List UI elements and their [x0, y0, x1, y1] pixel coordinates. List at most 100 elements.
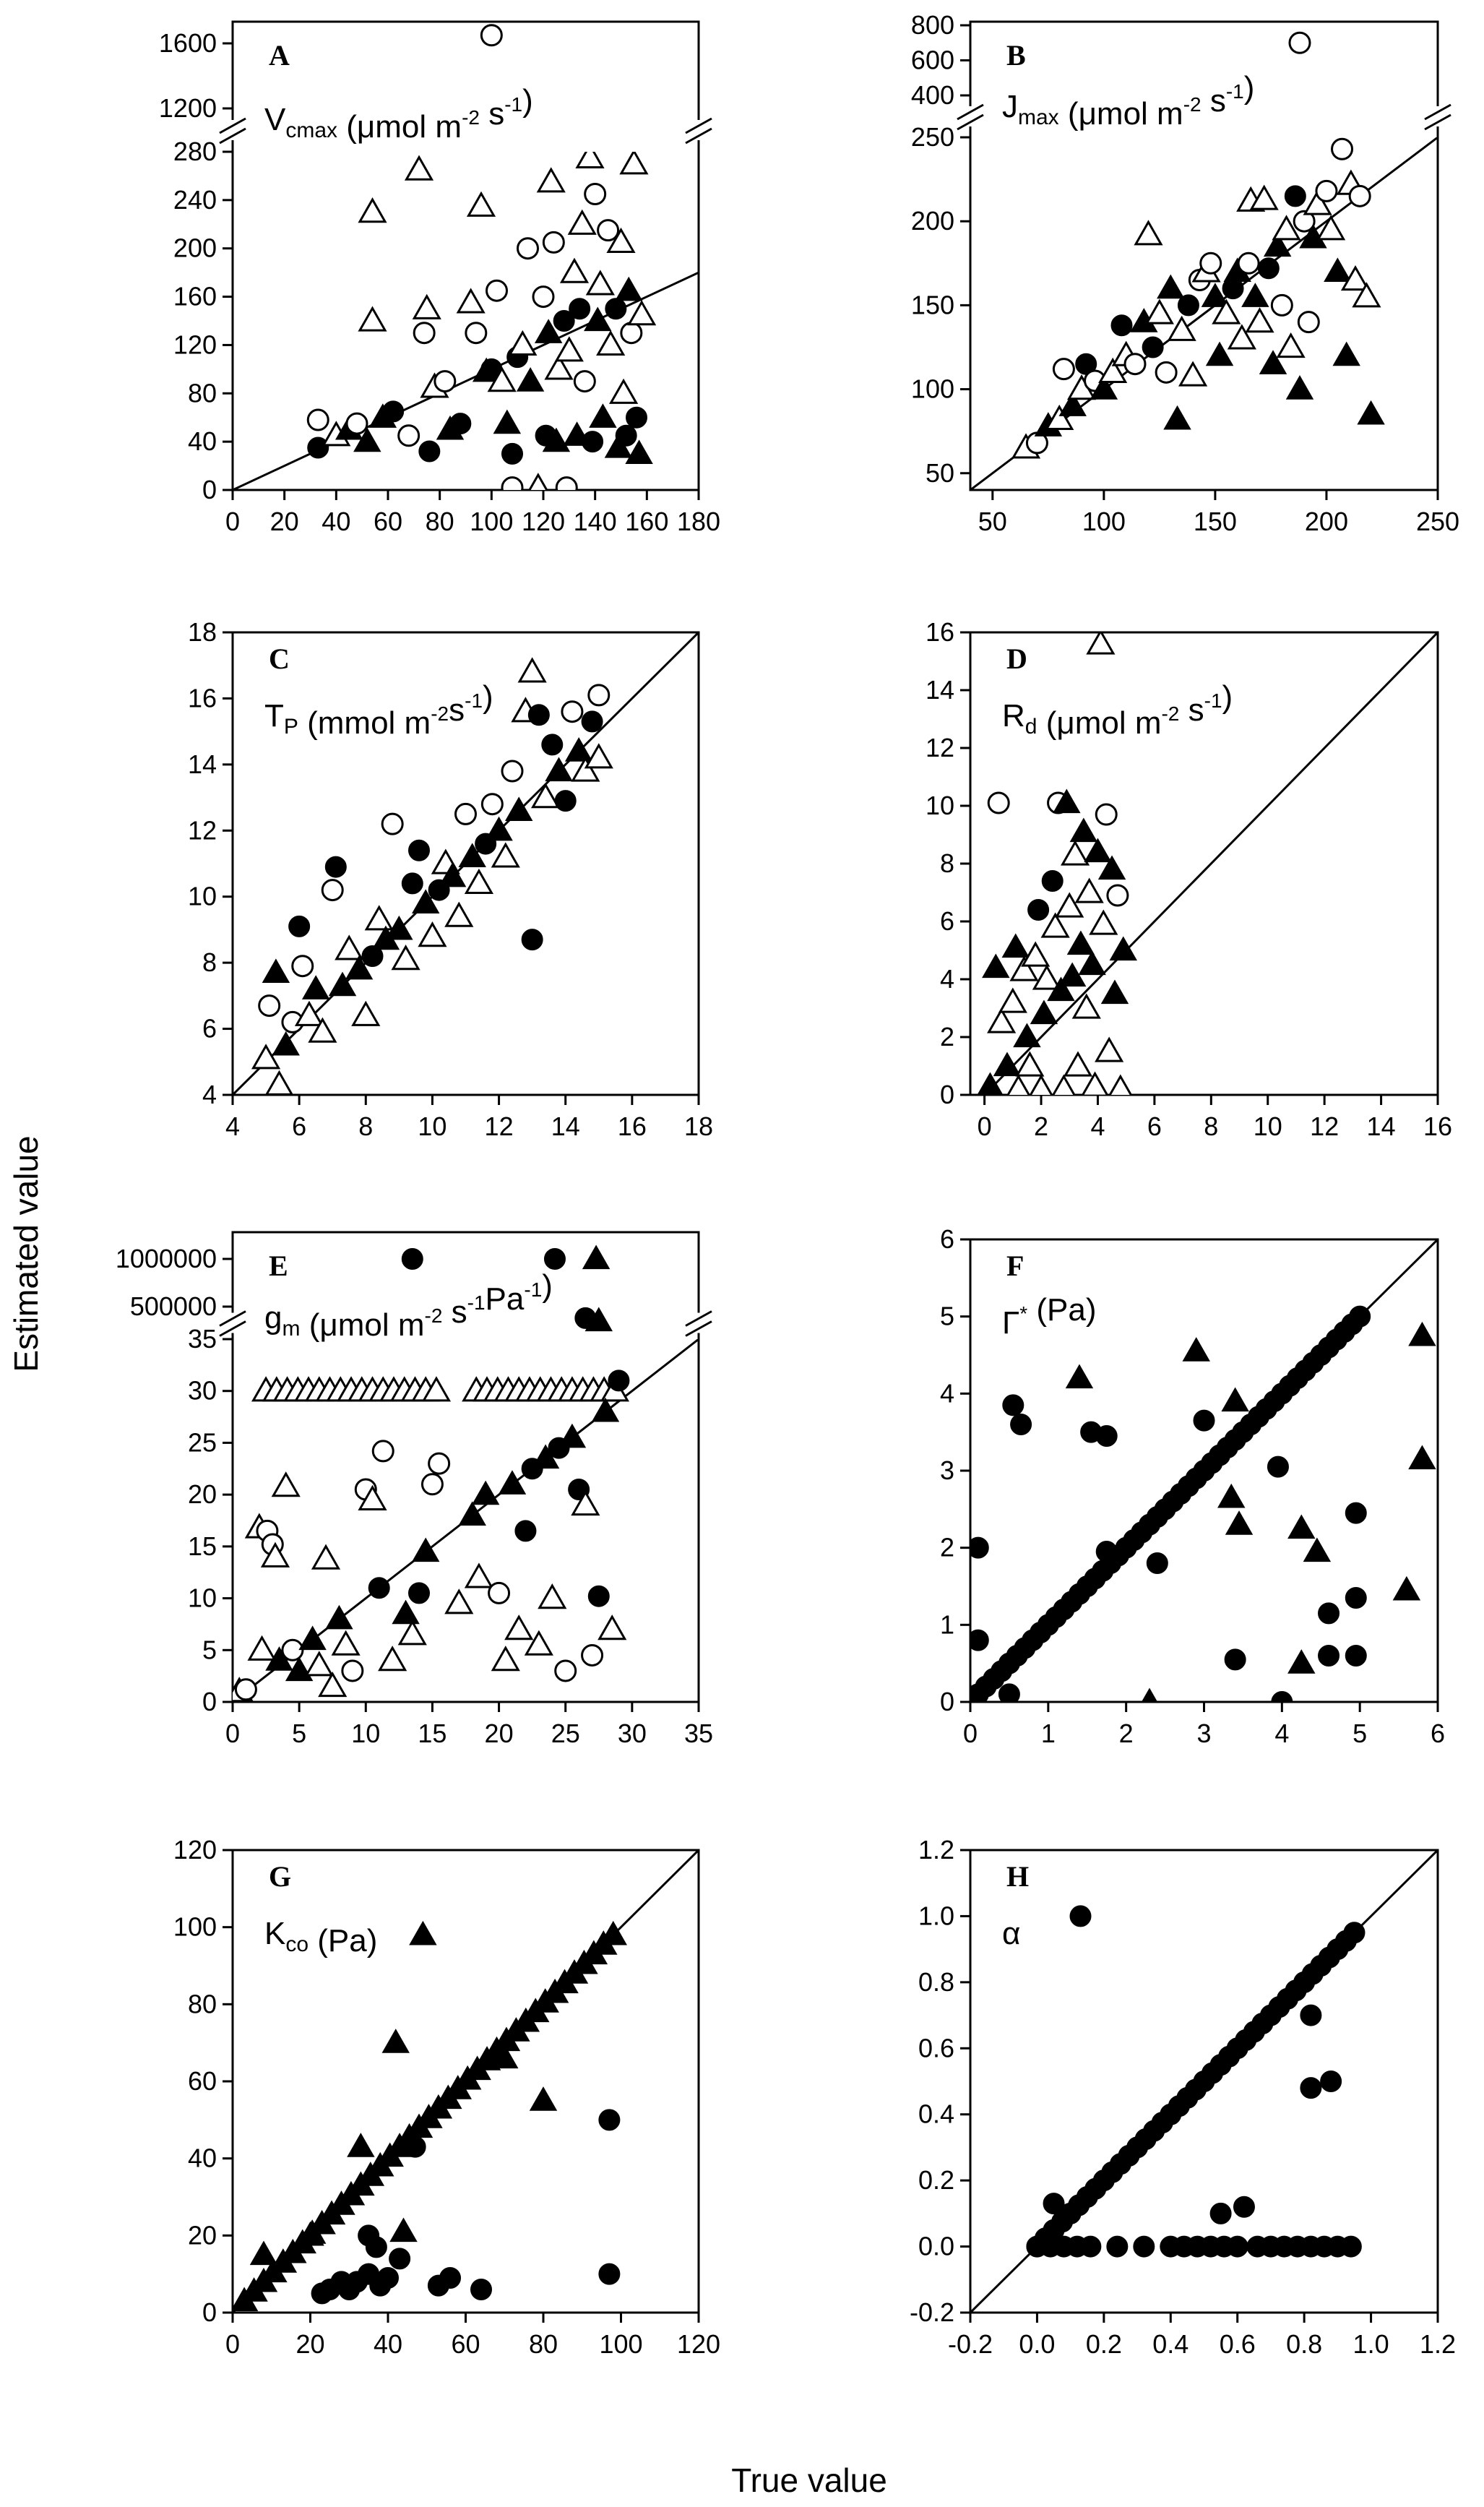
y-tick-label: 0.4	[918, 2099, 954, 2129]
plot-frame	[231, 20, 700, 491]
data-point	[291, 955, 314, 978]
parameter-label: gm (μmol m-2 s-1Pa-1)	[264, 1268, 553, 1343]
data-point	[1272, 215, 1301, 241]
data-point	[627, 300, 657, 326]
data-point	[587, 684, 611, 707]
data-point	[1146, 1552, 1168, 1574]
y-tick-label: 100	[911, 374, 954, 404]
data-point	[1106, 884, 1129, 907]
data-point	[439, 2267, 461, 2289]
data-point	[532, 285, 555, 309]
data-point	[335, 934, 364, 960]
data-point	[1055, 892, 1084, 918]
data-point	[341, 1659, 364, 1682]
data-point	[358, 197, 387, 223]
x-tick-label: 10	[351, 1719, 380, 1748]
y-tick-label: 0	[940, 1080, 954, 1109]
data-point	[561, 700, 584, 723]
data-point	[381, 2029, 410, 2053]
data-point	[1163, 405, 1191, 430]
data-point	[589, 403, 617, 428]
data-point	[1089, 909, 1118, 935]
panel-d: 0 2 4 6 8 10 12 14 16 0 2 4 6 8 10 12 14 16 D Rd (μmol m-2 …	[926, 617, 1452, 1141]
data-point	[365, 2236, 387, 2258]
y-tick-label: 8	[940, 848, 954, 878]
data-point	[987, 791, 1010, 814]
data-point	[328, 971, 357, 997]
data-point	[418, 921, 447, 947]
x-tick-label: 20	[295, 2329, 324, 2359]
data-point	[1030, 999, 1058, 1025]
data-point	[433, 370, 457, 393]
x-tick-label: 3	[1196, 1719, 1211, 1748]
data-point	[1212, 298, 1241, 324]
axis-break-mark	[219, 1320, 246, 1337]
data-point	[1010, 1414, 1032, 1435]
data-point	[998, 987, 1027, 1013]
data-point	[1287, 1514, 1316, 1539]
data-point	[486, 279, 508, 302]
data-point	[598, 2263, 621, 2285]
x-tick-label: 100	[470, 507, 513, 536]
data-point	[524, 1630, 553, 1656]
data-point	[1205, 341, 1234, 366]
data-point	[1040, 912, 1070, 938]
x-tick-label: 0	[225, 1719, 240, 1748]
plot-frame	[231, 631, 700, 1096]
data-point	[625, 439, 653, 464]
y-tick-label: 40	[188, 426, 217, 456]
data-point	[1110, 314, 1133, 337]
data-point	[353, 427, 381, 452]
data-point	[620, 322, 643, 345]
axis-break-mark	[1424, 103, 1451, 121]
data-point	[514, 1520, 537, 1542]
data-point	[470, 2279, 492, 2300]
data-point	[1001, 933, 1030, 958]
data-point	[504, 796, 533, 821]
y-tick-label: 80	[188, 378, 217, 408]
data-point	[444, 1588, 474, 1614]
x-tick-label: 150	[1194, 507, 1237, 536]
data-point	[1348, 184, 1371, 207]
data-point	[1392, 1575, 1421, 1601]
data-point	[596, 330, 626, 356]
data-point	[1276, 332, 1306, 358]
data-point	[404, 2136, 426, 2158]
plot-frame	[969, 1849, 1439, 2314]
data-point	[480, 793, 504, 816]
data-point	[1144, 298, 1174, 324]
data-point	[1270, 293, 1293, 317]
data-point	[567, 209, 597, 235]
data-point	[1285, 375, 1314, 400]
data-point	[1318, 1602, 1340, 1625]
y-tick-label: 0	[940, 1687, 954, 1716]
x-tick-label: 120	[522, 507, 565, 536]
data-point	[1069, 1905, 1092, 1927]
data-point	[1303, 189, 1332, 215]
data-point	[298, 1625, 327, 1651]
data-point	[1345, 1587, 1367, 1609]
x-tick-label: 12	[485, 1111, 514, 1141]
y-tick-label: -0.2	[910, 2297, 954, 2327]
y-tick-label: 5	[202, 1635, 217, 1664]
x-tick-label: 14	[1367, 1111, 1396, 1141]
y-tick-label: 14	[926, 675, 954, 705]
axis-break-mark	[219, 117, 246, 134]
x-tick-label: 2	[1034, 1111, 1048, 1141]
data-point	[501, 760, 524, 783]
x-tick-label: 18	[684, 1111, 713, 1141]
x-tick-label: 1.0	[1353, 2329, 1389, 2359]
x-tick-label: 5	[1353, 1719, 1367, 1748]
data-point	[1108, 1074, 1133, 1095]
data-point	[1199, 251, 1222, 275]
data-point	[249, 2240, 278, 2266]
data-point	[1297, 311, 1320, 334]
data-point	[1167, 315, 1196, 341]
axis-break-mark	[685, 117, 712, 134]
data-points	[977, 632, 1137, 1095]
data-point	[575, 152, 605, 168]
data-point	[1061, 840, 1090, 866]
x-tick-label: 0.0	[1019, 2329, 1055, 2359]
parameter-label: Vcmax (μmol m-2 s-1)	[264, 83, 533, 145]
data-point	[1224, 1648, 1246, 1671]
